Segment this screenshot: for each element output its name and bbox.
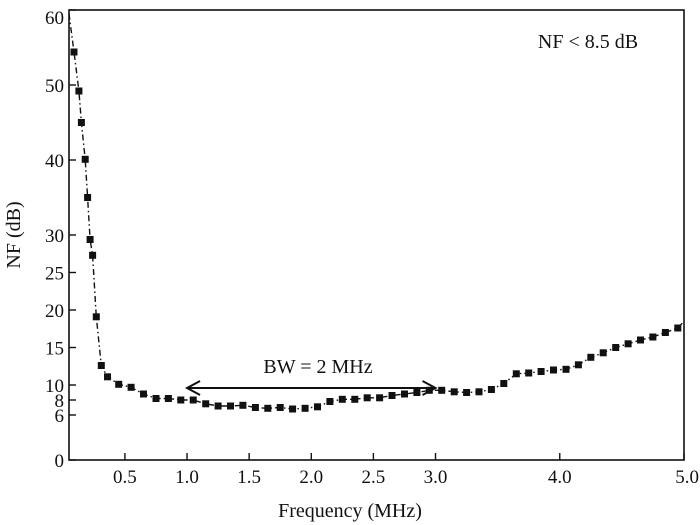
x-tick-label: 2.5: [362, 467, 386, 488]
x-axis-title: Frequency (MHz): [278, 500, 422, 522]
bandwidth-arrow: [184, 380, 438, 396]
x-tick-label: 3.0: [424, 467, 448, 488]
data-point: [92, 313, 100, 321]
bandwidth-label: BW = 2 MHz: [263, 356, 372, 378]
data-point: [525, 369, 533, 377]
data-point: [70, 48, 78, 56]
data-point: [140, 390, 147, 398]
data-point: [388, 392, 396, 399]
y-tick-label: 10: [45, 376, 64, 397]
y-tick-label: 60: [45, 8, 64, 29]
data-point: [438, 386, 446, 394]
data-point: [84, 194, 92, 201]
data-point: [239, 401, 247, 409]
bw-arrow-head-right: [422, 380, 438, 396]
data-point: [624, 340, 632, 348]
data-point: [81, 155, 89, 163]
data-point: [104, 373, 111, 381]
data-point: [512, 370, 520, 378]
data-point: [314, 403, 321, 411]
axis-ticks: [69, 9, 685, 461]
y-tick-label: 50: [45, 76, 64, 97]
data-point: [115, 380, 123, 388]
y-tick-label: 0: [55, 451, 65, 472]
x-tick-label: 5.0: [675, 467, 699, 488]
data-point: [537, 368, 545, 375]
data-point: [264, 404, 272, 412]
data-point: [189, 396, 197, 404]
x-tick-label: 1.0: [175, 467, 199, 488]
data-point: [661, 329, 669, 336]
data-point: [500, 380, 508, 387]
data-point: [152, 395, 160, 402]
plot-frame: [68, 9, 685, 461]
x-tick-label: 4.0: [548, 467, 572, 488]
data-point: [599, 349, 607, 357]
data-point: [363, 394, 371, 402]
data-point: [649, 333, 657, 341]
y-tick-label: 25: [45, 264, 64, 285]
data-point: [351, 395, 359, 403]
data-point: [376, 394, 384, 402]
data-point: [276, 404, 284, 411]
data-point: [612, 344, 620, 351]
data-point: [637, 336, 644, 344]
data-point: [326, 398, 334, 405]
data-point: [413, 389, 421, 396]
data-point: [587, 353, 595, 361]
data-point: [97, 362, 105, 369]
bw-arrow-head-left: [184, 380, 201, 396]
data-point: [86, 236, 94, 243]
data-point: [202, 400, 210, 408]
nf-limit-label: NF < 8.5 dB: [538, 31, 638, 53]
y-tick-label: 6: [55, 406, 65, 427]
data-point: [562, 365, 570, 373]
y-axis-title: NF (dB): [3, 201, 25, 268]
data-point: [164, 395, 172, 402]
y-tick-label: 8: [55, 391, 65, 412]
fit-curve: [68, 13, 685, 410]
data-point: [75, 87, 83, 95]
y-tick-label: 40: [45, 151, 64, 172]
data-markers: [70, 48, 682, 413]
data-point: [401, 390, 408, 398]
y-tick-label: 15: [45, 339, 64, 360]
data-point: [674, 324, 682, 332]
data-point: [89, 251, 97, 259]
data-point: [475, 388, 483, 396]
x-tick-label: 1.5: [237, 467, 261, 488]
data-point: [227, 402, 234, 410]
data-point: [574, 361, 582, 369]
data-point: [463, 389, 471, 396]
data-point: [177, 396, 185, 404]
data-point: [338, 395, 346, 403]
data-point: [214, 402, 222, 410]
x-tick-label: 0.5: [113, 467, 137, 488]
data-point: [127, 383, 135, 391]
data-point: [487, 386, 495, 393]
x-tick-label: 2.0: [299, 467, 323, 488]
data-point: [301, 404, 309, 412]
data-point: [550, 366, 557, 374]
data-point: [77, 119, 85, 126]
y-tick-label: 20: [45, 301, 64, 322]
data-point: [450, 388, 458, 396]
y-tick-label: 30: [45, 226, 64, 247]
data-point: [289, 405, 297, 413]
data-point: [251, 404, 259, 411]
